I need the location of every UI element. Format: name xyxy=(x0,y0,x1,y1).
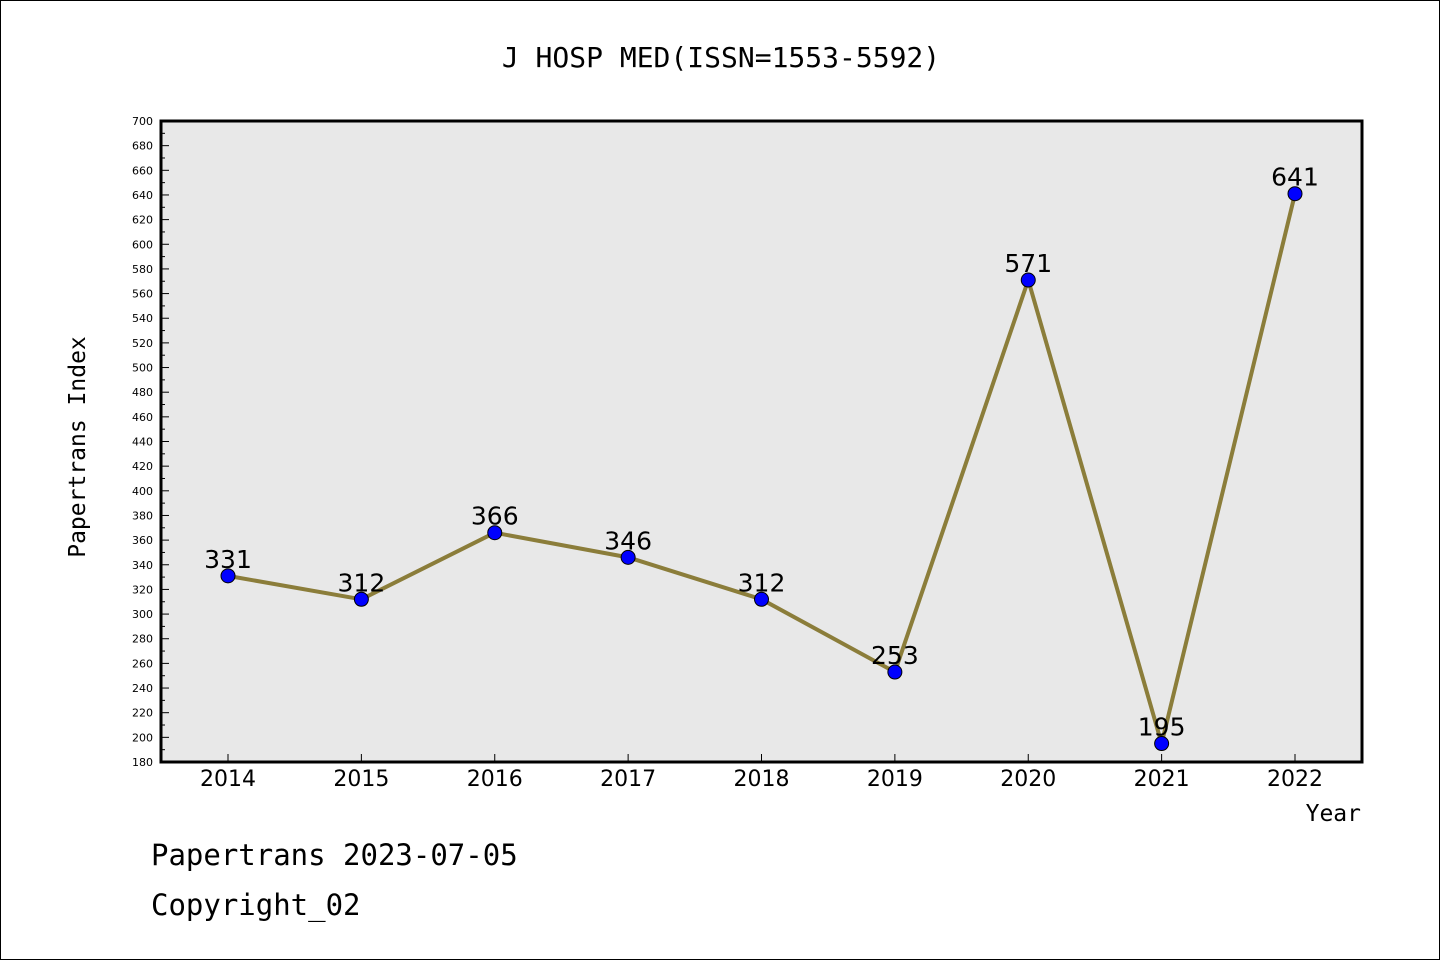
data-point xyxy=(1020,272,1036,288)
y-tick-label: 560 xyxy=(132,288,153,301)
chart-title: J HOSP MED(ISSN=1553-5592) xyxy=(502,41,940,74)
y-tick-label: 660 xyxy=(132,164,153,177)
x-tick-label: 2018 xyxy=(734,767,790,792)
plot-area xyxy=(159,119,1364,764)
y-tick-label: 520 xyxy=(132,337,153,350)
data-label: 346 xyxy=(604,526,652,555)
y-tick-label: 700 xyxy=(132,115,153,128)
data-label: 312 xyxy=(738,568,786,597)
footer-date: Papertrans 2023-07-05 xyxy=(151,838,518,872)
y-tick-label: 260 xyxy=(132,657,153,670)
y-tick-label: 500 xyxy=(132,362,153,375)
y-tick-label: 540 xyxy=(132,312,153,325)
y-tick-label: 600 xyxy=(132,238,153,251)
y-tick-label: 180 xyxy=(132,756,153,769)
data-point xyxy=(220,568,236,584)
y-axis-label: Papertrans Index xyxy=(65,336,91,558)
x-tick-label: 2020 xyxy=(1000,767,1056,792)
data-label: 641 xyxy=(1271,163,1319,192)
y-tick-label: 440 xyxy=(132,436,153,449)
y-tick-label: 280 xyxy=(132,633,153,646)
y-tick-label: 460 xyxy=(132,411,153,424)
data-point xyxy=(353,591,369,607)
series xyxy=(220,186,1303,752)
data-point xyxy=(1287,186,1303,202)
x-tick-label: 2016 xyxy=(467,767,523,792)
x-axis: 2014 2015 2016 2017 2018 2019 2020 2021 2022 xyxy=(200,754,1323,792)
data-label: 331 xyxy=(204,545,252,574)
y-tick-label: 320 xyxy=(132,583,153,596)
x-tick-label: 2022 xyxy=(1267,767,1323,792)
data-label: 195 xyxy=(1138,713,1186,742)
y-tick-label: 220 xyxy=(132,707,153,720)
y-tick-label: 420 xyxy=(132,460,153,473)
y-tick-label: 300 xyxy=(132,608,153,621)
x-tick-label: 2021 xyxy=(1134,767,1190,792)
x-axis-label: Year xyxy=(1306,801,1361,827)
data-labels: 331 312 366 346 312 253 571 195 641 xyxy=(204,163,1319,742)
y-tick-label: 380 xyxy=(132,509,153,522)
data-label: 366 xyxy=(471,502,519,531)
y-tick-label: 480 xyxy=(132,386,153,399)
x-tick-label: 2015 xyxy=(333,767,389,792)
data-point xyxy=(887,664,903,680)
data-point xyxy=(487,525,503,541)
data-label: 253 xyxy=(871,641,919,670)
data-label: 312 xyxy=(338,568,386,597)
data-label: 571 xyxy=(1004,249,1052,278)
data-point xyxy=(1154,736,1170,752)
x-tick-label: 2014 xyxy=(200,767,256,792)
x-tick-label: 2019 xyxy=(867,767,923,792)
x-tick-label: 2017 xyxy=(600,767,656,792)
y-tick-label: 580 xyxy=(132,263,153,276)
y-axis: 180 200 220 240 260 280 300 320 340 360 380 400 420 4… xyxy=(132,115,169,769)
y-tick-label: 620 xyxy=(132,214,153,227)
data-point xyxy=(754,591,769,607)
y-tick-label: 640 xyxy=(132,189,153,202)
y-tick-label: 400 xyxy=(132,485,153,498)
y-tick-label: 680 xyxy=(132,140,153,153)
y-tick-label: 360 xyxy=(132,534,153,547)
y-tick-label: 200 xyxy=(132,731,153,744)
y-tick-label: 240 xyxy=(132,682,153,695)
data-point xyxy=(620,549,636,565)
y-tick-label: 340 xyxy=(132,559,153,572)
footer-copyright: Copyright_02 xyxy=(151,888,361,923)
